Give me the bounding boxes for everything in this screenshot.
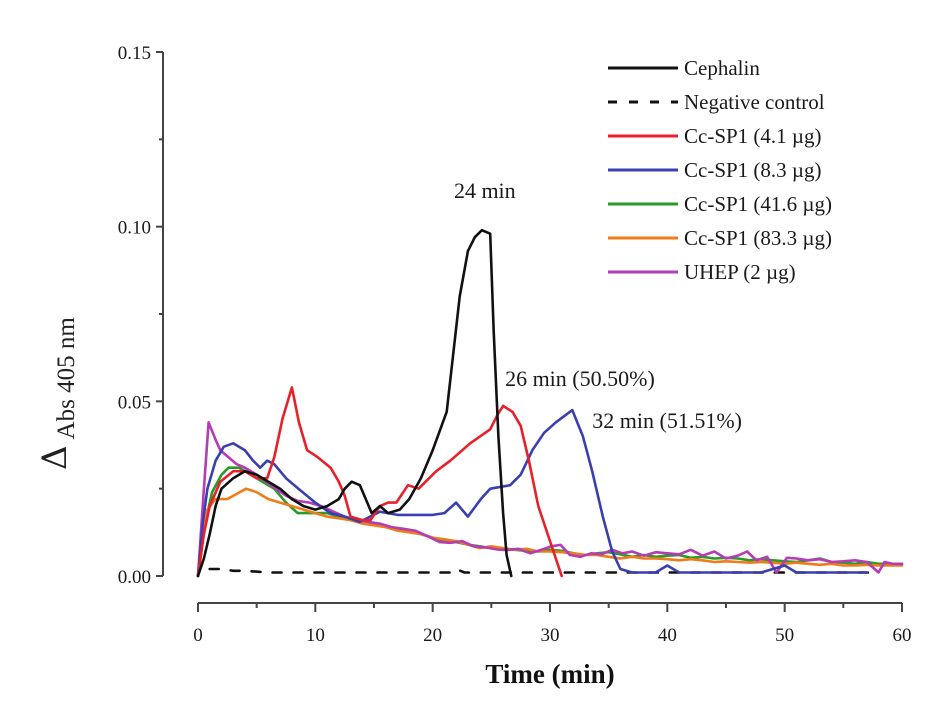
- x-tick-label: 60: [893, 625, 912, 646]
- x-tick-label: 0: [193, 625, 203, 646]
- legend-item: Cc-SP1 (8.3 µg): [608, 158, 822, 182]
- legend-item: Negative control: [608, 90, 825, 114]
- legend-label: Cephalin: [684, 56, 760, 80]
- y-axis-title-delta: Δ: [35, 445, 75, 470]
- x-axis: 0 10 20 30 40 50 60: [193, 602, 912, 646]
- svg-text:Δ Abs 405 nm: Δ Abs 405 nm: [35, 317, 80, 470]
- series-line-cc-sp1-8-3-g: [196, 408, 869, 578]
- legend-label: Cc-SP1 (8.3 µg): [684, 158, 822, 182]
- y-tick-label: 0.15: [118, 43, 151, 64]
- legend-item: Cephalin: [608, 56, 760, 80]
- legend-item: Cc-SP1 (83.3 µg): [608, 226, 832, 250]
- y-axis: 0.00 0.05 0.10 0.15: [118, 43, 164, 588]
- peak-annotation: 32 min (51.51%): [592, 408, 742, 433]
- y-axis-title-sub: Abs 405 nm: [53, 317, 80, 440]
- legend-label: Cc-SP1 (4.1 µg): [684, 124, 822, 148]
- legend-label: Cc-SP1 (83.3 µg): [684, 226, 832, 250]
- x-tick-label: 10: [306, 625, 325, 646]
- legend: Cephalin Negative control Cc-SP1 (4.1 µg) C…: [608, 56, 832, 284]
- legend-label: Negative control: [684, 90, 825, 114]
- y-tick-label: 0.10: [118, 218, 151, 239]
- x-axis-title: Time (min): [485, 659, 614, 689]
- legend-item: Cc-SP1 (4.1 µg): [608, 124, 822, 148]
- legend-label: UHEP (2 µg): [684, 260, 796, 284]
- peak-annotation: 26 min (50.50%): [505, 366, 655, 391]
- annotation-layer: 24 min 26 min (50.50%) 32 min (51.51%): [454, 178, 742, 433]
- y-axis-title: Δ Abs 405 nm: [35, 317, 80, 470]
- series-line-cc-sp1-4-1-g: [196, 386, 563, 578]
- y-tick-label: 0.05: [118, 392, 151, 413]
- legend-label: Cc-SP1 (41.6 µg): [684, 192, 832, 216]
- x-tick-label: 20: [423, 625, 442, 646]
- series-line-uhep-2-g: [196, 421, 904, 578]
- x-tick-label: 40: [658, 625, 677, 646]
- legend-item: UHEP (2 µg): [608, 260, 796, 284]
- series-line-cephalin: [196, 228, 513, 578]
- y-tick-label: 0.00: [118, 567, 151, 588]
- x-tick-label: 50: [775, 625, 794, 646]
- series-layer: [196, 228, 904, 578]
- x-tick-label: 30: [541, 625, 560, 646]
- peak-annotation: 24 min: [454, 178, 516, 203]
- legend-item: Cc-SP1 (41.6 µg): [608, 192, 832, 216]
